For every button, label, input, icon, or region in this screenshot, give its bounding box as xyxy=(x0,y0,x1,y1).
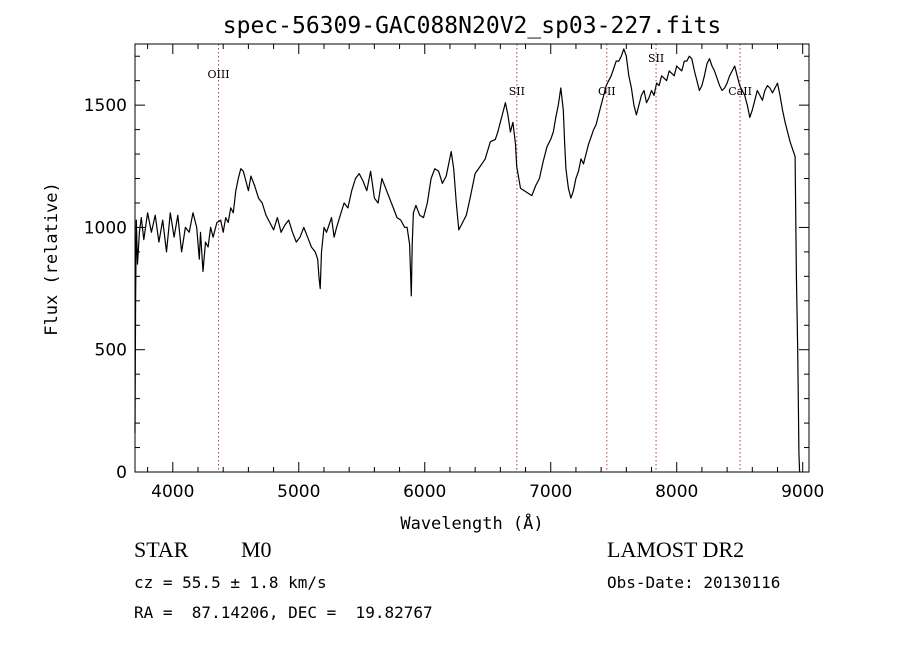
plot-frame xyxy=(134,43,810,473)
chart-title: spec-56309-GAC088N20V2_sp03-227.fits xyxy=(223,13,722,39)
sky-coordinates: RA = 87.14206, DEC = 19.82767 xyxy=(134,603,433,622)
spectral-line-label: SII xyxy=(648,52,664,65)
redshift-velocity: cz = 55.5 ± 1.8 km/s xyxy=(134,573,327,592)
x-tick-label: 5000 xyxy=(277,482,320,502)
x-tick-label: 7000 xyxy=(529,482,572,502)
x-tick-label: 6000 xyxy=(403,482,446,502)
observation-date: Obs-Date: 20130116 xyxy=(607,573,781,592)
object-subclass: M0 xyxy=(241,537,272,562)
x-axis-label: Wavelength (Å) xyxy=(400,512,543,534)
x-tick-label: 4000 xyxy=(151,482,194,502)
spectral-line-label: CaII xyxy=(728,85,752,98)
spectral-line-label: SII xyxy=(509,85,525,98)
object-class: STAR xyxy=(134,537,189,562)
y-tick-label: 1500 xyxy=(84,96,127,116)
y-tick-label: 1000 xyxy=(84,218,127,238)
y-tick-label: 0 xyxy=(116,463,127,483)
x-tick-label: 8000 xyxy=(655,482,698,502)
survey-name: LAMOST DR2 xyxy=(607,537,745,562)
spectral-line-label: OIII xyxy=(207,68,229,81)
spectrum-series-line xyxy=(134,48,801,473)
spectral-line-label: OII xyxy=(598,85,616,98)
x-tick-label: 9000 xyxy=(781,482,824,502)
y-axis-label: Flux (relative) xyxy=(42,182,62,336)
y-tick-label: 500 xyxy=(95,341,127,361)
